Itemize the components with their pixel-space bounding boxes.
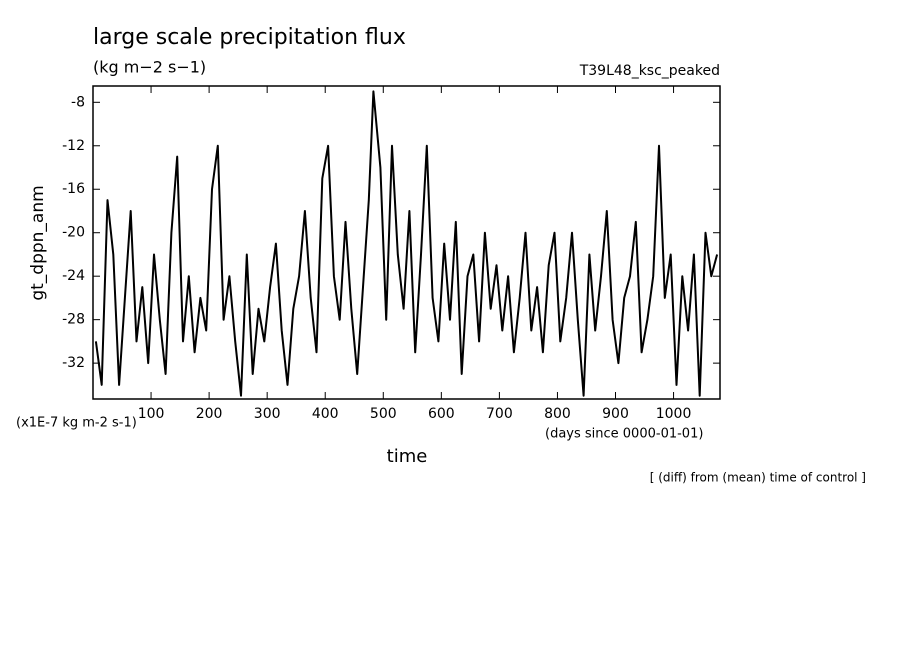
y-tick-label: -24 [62, 268, 85, 284]
y-tick-label: -20 [62, 225, 85, 241]
x-tick-label: 700 [486, 406, 513, 422]
experiment-label: T39L48_ksc_peaked [579, 63, 720, 79]
data-line [94, 90, 719, 397]
x-axis-label: time [387, 446, 428, 467]
chart-title: large scale precipitation flux [93, 25, 406, 50]
note: [ (diff) from (mean) time of control ] [650, 471, 866, 485]
x-tick-label: 600 [428, 406, 455, 422]
y-tick-label: -8 [71, 94, 85, 110]
x-tick-label: 100 [138, 406, 165, 422]
x-tick-label: 800 [544, 406, 571, 422]
x-tick-label: 900 [602, 406, 629, 422]
x-units: (days since 0000-01-01) [545, 427, 703, 442]
y-axis-label: gt_dppn_anm [28, 185, 48, 300]
y-units: (x1E-7 kg m-2 s-1) [16, 416, 137, 431]
y-tick-label: -16 [62, 181, 85, 197]
x-tick-label: 200 [196, 406, 223, 422]
y-tick-label: -32 [62, 355, 85, 371]
x-tick-label: 400 [312, 406, 339, 422]
y-tick-label: -28 [62, 312, 85, 328]
plot-frame [92, 85, 721, 400]
x-tick-label: 300 [254, 406, 281, 422]
y-tick-label: -12 [62, 138, 85, 154]
x-tick-label: 1000 [656, 406, 692, 422]
x-tick-label: 500 [370, 406, 397, 422]
units: (kg m−2 s−1) [93, 58, 206, 77]
